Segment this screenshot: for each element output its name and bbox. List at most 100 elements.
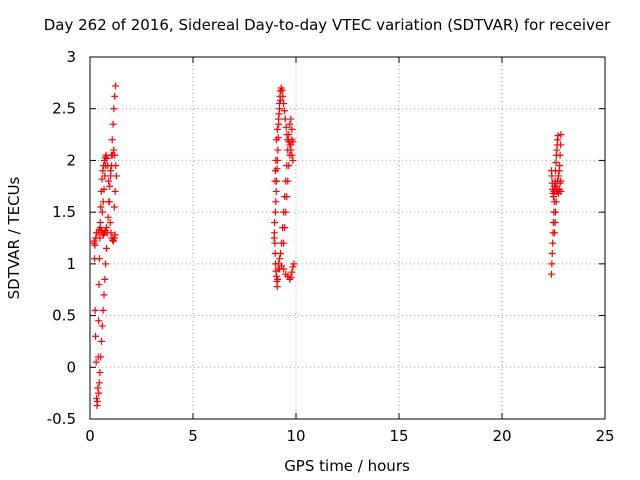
x-tick-label: 0 <box>85 427 95 445</box>
data-point <box>283 193 291 201</box>
data-point <box>278 86 286 94</box>
data-point <box>106 218 114 226</box>
data-point <box>556 151 564 159</box>
data-point <box>102 260 110 268</box>
chart-title: Day 262 of 2016, Sidereal Day-to-day VTE… <box>44 16 611 34</box>
data-point <box>112 172 120 180</box>
data-point <box>104 213 112 221</box>
data-point <box>557 141 565 149</box>
x-tick-label: 5 <box>188 427 198 445</box>
data-point <box>111 151 119 159</box>
data-point <box>280 239 288 247</box>
data-point <box>552 182 560 190</box>
data-point <box>286 120 294 128</box>
data-point <box>109 120 117 128</box>
data-point <box>272 136 280 144</box>
grid <box>90 57 605 419</box>
data-point <box>554 177 562 185</box>
data-point <box>549 239 557 247</box>
data-point <box>548 260 556 268</box>
data-point <box>99 198 107 206</box>
data-point <box>289 263 297 271</box>
x-axis-label: GPS time / hours <box>284 457 410 475</box>
data-point <box>277 96 285 104</box>
data-point <box>557 131 565 139</box>
data-point <box>270 234 278 242</box>
data-point <box>99 306 107 314</box>
data-point <box>279 92 287 100</box>
data-point <box>110 146 118 154</box>
data-point <box>102 224 110 232</box>
data-point <box>90 237 98 245</box>
data-point <box>98 322 106 330</box>
data-point <box>94 384 102 392</box>
data-point <box>110 203 118 211</box>
data-point <box>277 250 285 258</box>
data-point <box>548 172 556 180</box>
data-point <box>556 162 564 170</box>
data-point <box>103 154 111 162</box>
data-point <box>100 291 108 299</box>
data-point <box>285 131 293 139</box>
data-point <box>552 158 560 166</box>
data-point <box>272 156 280 164</box>
data-point <box>110 105 118 113</box>
data-point <box>96 224 104 232</box>
data-point <box>112 82 120 90</box>
data-point <box>280 100 288 108</box>
data-point <box>92 332 100 340</box>
ticks <box>89 56 606 420</box>
data-point <box>548 250 556 258</box>
data-point <box>284 177 292 185</box>
data-point <box>552 198 560 206</box>
data-point <box>98 337 106 345</box>
data-point <box>553 187 561 195</box>
data-point <box>95 389 103 397</box>
data-point <box>271 177 279 185</box>
data-point <box>95 255 103 263</box>
data-point <box>271 239 279 247</box>
data-point <box>103 229 111 237</box>
y-tick-label: 0.5 <box>52 307 76 325</box>
data-point <box>95 281 103 289</box>
data-point <box>91 241 99 249</box>
plot-frame <box>89 56 606 420</box>
x-tick-label: 20 <box>492 427 511 445</box>
y-tick-label: 0 <box>66 358 76 376</box>
data-point <box>551 229 559 237</box>
data-point <box>282 208 290 216</box>
data-point <box>106 182 114 190</box>
data-point <box>271 218 279 226</box>
x-tick-label: 25 <box>595 427 614 445</box>
x-tick-label: 15 <box>389 427 408 445</box>
x-tick-label: 10 <box>286 427 305 445</box>
data-point <box>93 394 101 402</box>
data-point <box>91 306 99 314</box>
data-point <box>110 234 118 242</box>
data-point <box>280 265 288 273</box>
data-point <box>273 125 281 133</box>
data-point <box>102 244 110 252</box>
data-point <box>99 167 107 175</box>
data-point <box>554 172 562 180</box>
data-point <box>282 123 290 131</box>
y-tick-label: -0.5 <box>47 410 76 428</box>
y-axis-label: SDTVAR / TECUs <box>5 176 23 299</box>
data-point <box>274 115 282 123</box>
y-tick-label: 2 <box>66 151 76 169</box>
data-point <box>100 185 108 193</box>
data-point <box>97 353 105 361</box>
data-point <box>287 273 295 281</box>
data-point <box>277 87 285 95</box>
data-point <box>111 92 119 100</box>
data-point <box>274 275 282 283</box>
data-point <box>276 255 284 263</box>
y-tick-label: 3 <box>66 48 76 66</box>
y-tick-label: 2.5 <box>52 100 76 118</box>
data-point <box>102 162 110 170</box>
data-point <box>271 208 279 216</box>
data-point <box>289 156 297 164</box>
data-point <box>108 136 116 144</box>
data-point <box>273 283 281 291</box>
